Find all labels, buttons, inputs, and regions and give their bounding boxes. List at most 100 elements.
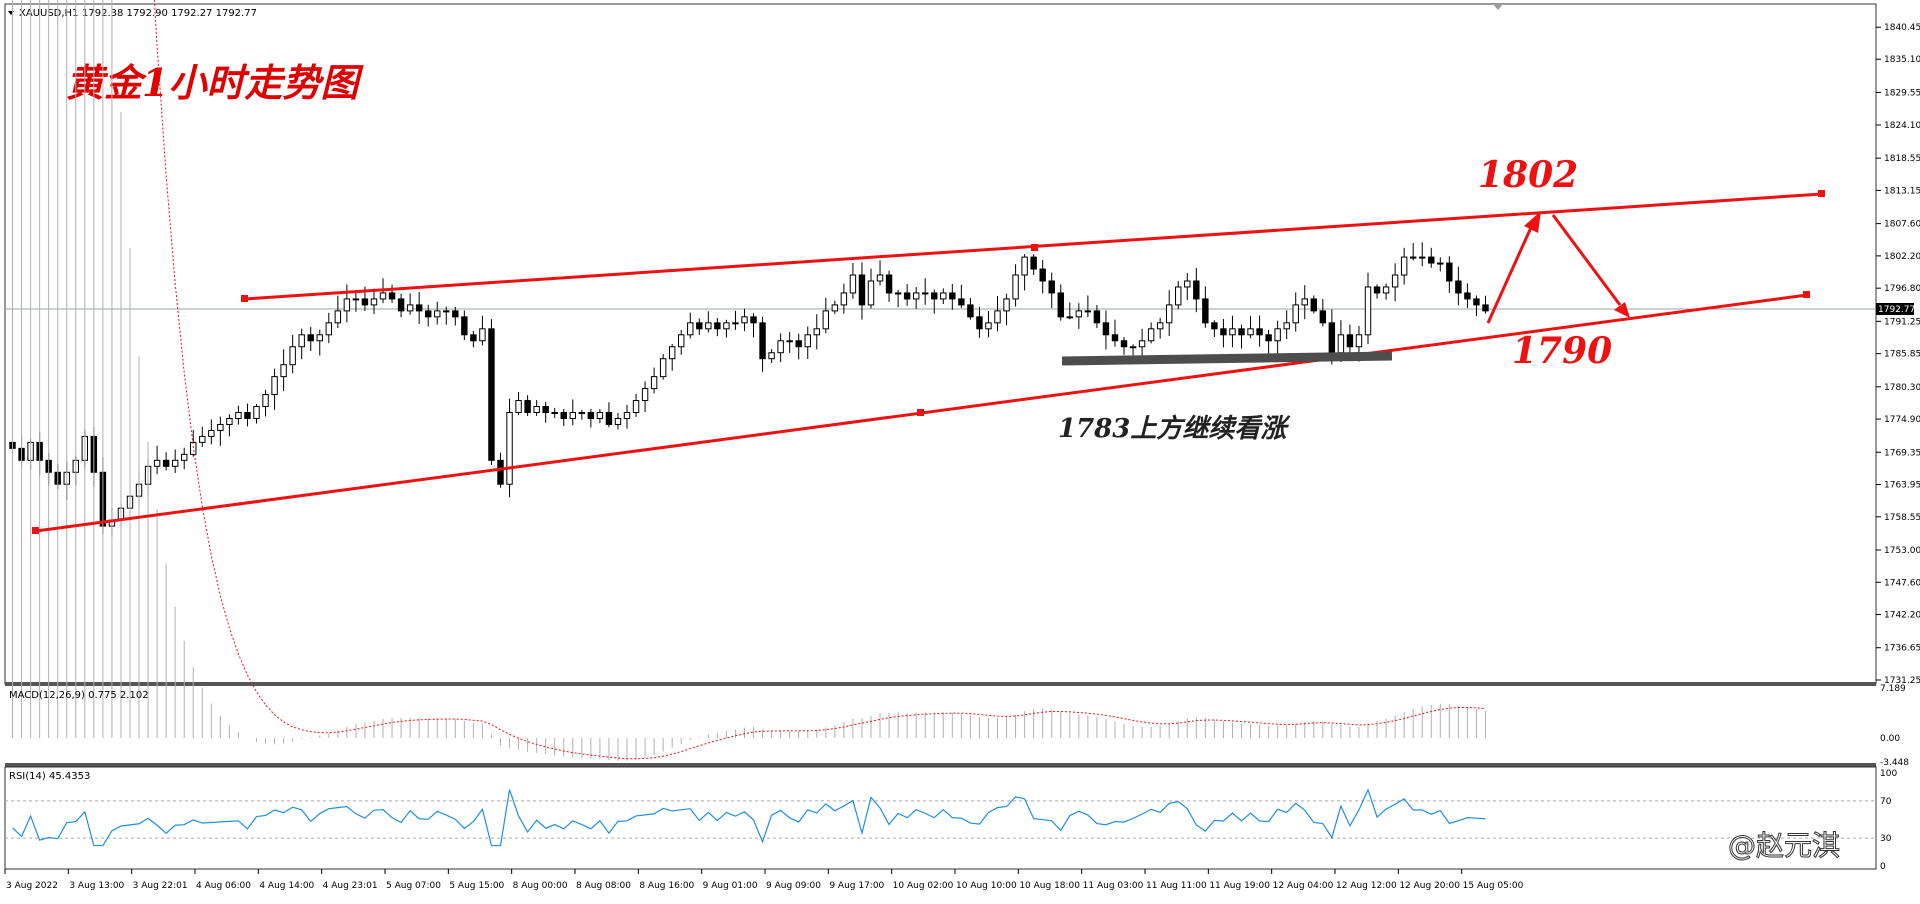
candle[interactable]	[614, 417, 622, 425]
candle[interactable]	[1202, 298, 1209, 324]
candle[interactable]	[235, 412, 242, 419]
candle[interactable]	[1238, 328, 1245, 336]
candle[interactable]	[1229, 328, 1236, 336]
support-1783-bar[interactable]	[1061, 351, 1393, 366]
candle[interactable]	[443, 310, 450, 313]
candle[interactable]	[985, 322, 992, 330]
candle[interactable]	[1048, 280, 1055, 294]
candle[interactable]	[1292, 304, 1299, 324]
candle[interactable]	[181, 453, 188, 461]
candle[interactable]	[632, 400, 640, 414]
candle[interactable]	[479, 328, 486, 342]
candle[interactable]	[903, 292, 911, 300]
candle[interactable]	[1102, 322, 1110, 336]
candle[interactable]	[226, 417, 233, 425]
candle[interactable]	[1265, 334, 1272, 342]
candle[interactable]	[560, 412, 567, 419]
candle[interactable]	[1482, 304, 1489, 312]
candle[interactable]	[171, 459, 179, 467]
candle[interactable]	[1057, 292, 1064, 318]
candle[interactable]	[569, 412, 576, 419]
candle[interactable]	[1301, 298, 1308, 306]
candle[interactable]	[994, 310, 1001, 324]
candle[interactable]	[976, 316, 983, 330]
candle[interactable]	[1419, 256, 1426, 259]
candle[interactable]	[723, 322, 730, 330]
candle[interactable]	[388, 292, 396, 300]
candle[interactable]	[424, 310, 432, 318]
candle[interactable]	[1409, 256, 1417, 259]
candle[interactable]	[940, 292, 947, 300]
candle[interactable]	[696, 322, 703, 330]
candle[interactable]	[641, 388, 649, 402]
candle[interactable]	[650, 376, 658, 390]
candle[interactable]	[217, 423, 224, 431]
candle[interactable]	[316, 334, 323, 342]
candle[interactable]	[813, 328, 820, 336]
candle[interactable]	[1355, 334, 1363, 348]
candle[interactable]	[1156, 322, 1164, 330]
trendline-anchor[interactable]	[1803, 291, 1810, 298]
candle[interactable]	[867, 280, 875, 306]
scroll-shift-icon[interactable]	[1493, 4, 1503, 10]
candle[interactable]	[1175, 286, 1182, 306]
candle[interactable]	[705, 322, 712, 330]
candle[interactable]	[668, 346, 676, 360]
candle[interactable]	[578, 412, 586, 415]
candle[interactable]	[1319, 310, 1327, 324]
candle[interactable]	[1084, 310, 1092, 313]
candle[interactable]	[840, 292, 848, 306]
candle[interactable]	[1310, 298, 1317, 312]
candle[interactable]	[1373, 286, 1381, 294]
candle[interactable]	[271, 376, 278, 396]
candle[interactable]	[750, 316, 757, 324]
candle[interactable]	[524, 400, 531, 414]
candle[interactable]	[190, 441, 197, 455]
candle[interactable]	[1446, 262, 1453, 282]
candle[interactable]	[361, 298, 369, 306]
candle[interactable]	[208, 429, 215, 437]
candle[interactable]	[831, 304, 839, 312]
candle[interactable]	[894, 292, 902, 295]
candle[interactable]	[280, 364, 287, 378]
trendline-anchor[interactable]	[241, 295, 248, 302]
candle[interactable]	[343, 298, 351, 312]
candle[interactable]	[253, 406, 260, 419]
candle[interactable]	[1400, 256, 1408, 276]
candle[interactable]	[822, 310, 830, 330]
candle[interactable]	[1337, 334, 1345, 354]
candle[interactable]	[678, 334, 685, 348]
trendline-anchor[interactable]	[1031, 244, 1038, 251]
candle[interactable]	[922, 292, 929, 295]
candle[interactable]	[199, 435, 206, 443]
candle[interactable]	[605, 412, 613, 425]
candle[interactable]	[849, 274, 857, 294]
candle[interactable]	[497, 459, 504, 485]
candle[interactable]	[1256, 328, 1263, 336]
trendline-anchor[interactable]	[1818, 190, 1825, 197]
candle[interactable]	[406, 304, 414, 312]
trendline-anchor[interactable]	[917, 409, 924, 416]
candle[interactable]	[596, 412, 604, 419]
candle[interactable]	[289, 346, 296, 366]
candle[interactable]	[1075, 310, 1083, 318]
candle[interactable]	[858, 274, 866, 306]
candle[interactable]	[777, 340, 784, 354]
candle[interactable]	[506, 412, 513, 485]
candle[interactable]	[1274, 328, 1281, 342]
candle[interactable]	[1120, 340, 1128, 348]
candle[interactable]	[1093, 310, 1101, 324]
candle[interactable]	[533, 406, 540, 414]
candle[interactable]	[1012, 274, 1019, 300]
candle[interactable]	[397, 298, 405, 312]
candle[interactable]	[1328, 322, 1336, 354]
chevron-down-icon[interactable]	[8, 11, 14, 15]
candle[interactable]	[741, 316, 748, 324]
candle[interactable]	[659, 358, 667, 378]
candle[interactable]	[885, 274, 893, 294]
candle[interactable]	[1193, 280, 1200, 300]
candle[interactable]	[262, 394, 269, 408]
candle[interactable]	[1021, 256, 1028, 276]
candle[interactable]	[1455, 280, 1462, 294]
